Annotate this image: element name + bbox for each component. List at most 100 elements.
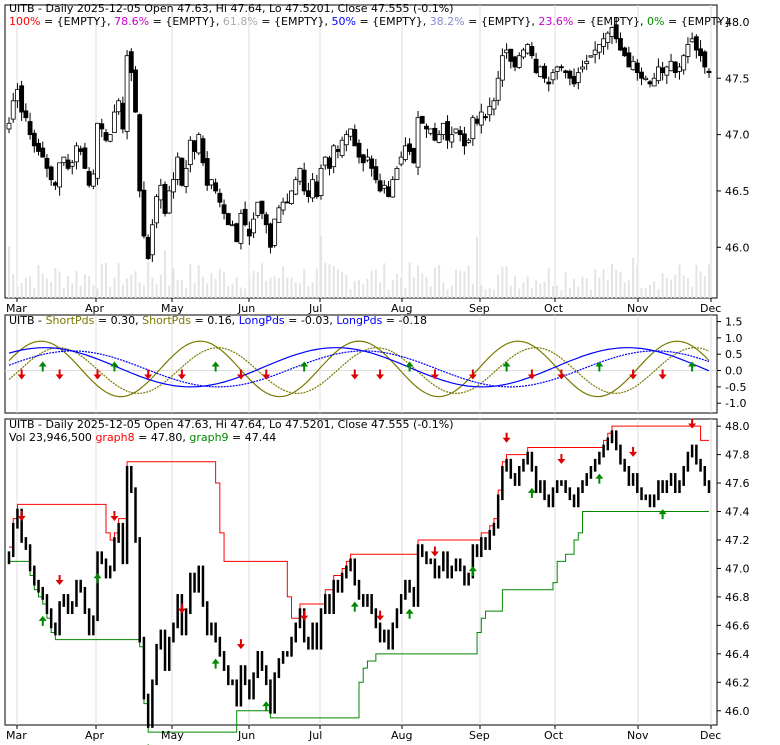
volume-bar	[699, 271, 702, 298]
candle-body	[622, 47, 628, 57]
candle-body	[537, 66, 543, 77]
volume-bar	[210, 273, 213, 298]
price-panel-title: UITB - Daily 2025-12-05 Open 47.63, Hi 4…	[9, 2, 454, 15]
volume-bar	[62, 287, 65, 298]
volume-bar	[568, 287, 571, 298]
volume-bar	[560, 289, 563, 298]
legend-item: ShortPds	[142, 314, 191, 327]
candle-body	[373, 166, 379, 181]
candle-body	[613, 24, 619, 40]
candle-body	[234, 223, 240, 243]
volume-bar	[130, 274, 133, 298]
volume-bar	[298, 283, 301, 298]
volume-bar	[661, 273, 664, 298]
candle-body	[112, 111, 117, 133]
volume-bar	[315, 268, 318, 298]
candle-body	[440, 122, 446, 136]
candle-body	[685, 44, 691, 57]
volume-bar	[273, 276, 276, 298]
volume-bar	[395, 273, 398, 298]
volume-bar	[446, 289, 449, 298]
candle-body	[508, 48, 514, 62]
volume-bar	[362, 283, 365, 298]
x-tick-label: Jun	[237, 729, 255, 742]
down-arrow-icon	[17, 510, 26, 521]
candle-body	[6, 122, 12, 130]
candle-body	[499, 55, 505, 81]
volume-bar	[615, 269, 618, 298]
candle-body	[529, 46, 535, 57]
volume-bar	[185, 287, 188, 298]
volume-bar	[505, 266, 508, 298]
candle-body	[516, 55, 522, 68]
candle-body	[107, 134, 113, 142]
volume-bar	[282, 266, 285, 298]
volume-bar	[24, 277, 27, 298]
candle-body	[65, 159, 71, 169]
volume-bar	[526, 276, 529, 298]
candle-body	[230, 224, 235, 227]
legend-text: UITB - ShortPds = 0.30, ShortPds = 0.16,…	[9, 314, 427, 327]
candle-body	[470, 117, 476, 140]
y-tick-label: 47.0	[725, 129, 750, 142]
volume-bar	[231, 283, 234, 298]
candle-body	[575, 72, 581, 83]
candle-body	[289, 190, 294, 204]
candle-body	[133, 69, 138, 113]
legend-item: graph9	[189, 431, 228, 444]
volume-bar	[573, 278, 576, 298]
down-arrow-icon	[557, 369, 566, 380]
candle-body	[525, 44, 531, 54]
volume-bar	[627, 279, 630, 298]
candle-body	[86, 171, 92, 186]
volume-bar	[16, 286, 19, 298]
volume-bar	[686, 278, 689, 298]
oscillator-panel: 1.5 1.0 0.5 0.0 -0.5 -1.0 UITB - ShortPds = 0.…	[4, 314, 746, 414]
volume-bar	[374, 269, 377, 298]
volume-bar	[189, 264, 192, 298]
volume-panel: 48.0 47.8 47.6 47.4 47.2 47.0 46.8 46.6 46.4 46.2…	[4, 418, 750, 745]
candle-body	[141, 189, 147, 237]
up-arrow-icon	[350, 601, 359, 612]
volume-bar	[530, 288, 533, 298]
volume-bar	[307, 286, 310, 298]
candle-body	[15, 89, 20, 102]
candle-body	[31, 132, 37, 147]
candle-body	[82, 147, 88, 169]
legend-item: = {EMPTY},	[573, 15, 647, 28]
candle-body	[487, 106, 493, 116]
volume-bar	[454, 270, 457, 298]
y-tick-label: 46.8	[725, 591, 750, 604]
candle-body	[272, 218, 278, 246]
volume-bar	[33, 287, 36, 298]
legend-text: Vol 23,946,500 graph8 = 47.80, graph9 = …	[9, 431, 276, 444]
legend-item: = {EMPTY},	[356, 15, 430, 28]
candle-body	[335, 149, 341, 152]
candle-body	[297, 168, 303, 182]
candle-body	[116, 100, 122, 113]
volume-bar	[265, 280, 268, 298]
volume-bar	[311, 282, 314, 298]
x-tick-label: Mar	[6, 302, 27, 315]
volume-bar	[551, 286, 554, 298]
volume-bar	[404, 287, 407, 298]
volume-bar	[547, 267, 550, 298]
up-arrow-icon	[405, 608, 414, 619]
volume-bar	[644, 288, 647, 298]
candle-body	[588, 55, 594, 58]
candle-body	[567, 70, 573, 79]
volume-bar	[92, 285, 95, 298]
volume-bar	[218, 268, 221, 298]
candle-body	[74, 145, 79, 163]
legend-text: 100% = {EMPTY}, 78.6% = {EMPTY}, 61.8% =…	[9, 15, 731, 28]
y-tick-label: 46.0	[725, 705, 750, 718]
candle-body	[639, 71, 644, 79]
volume-bar	[172, 268, 175, 298]
legend-item: graph8	[95, 431, 134, 444]
volume-bar	[75, 271, 78, 298]
volume-bar	[471, 283, 474, 298]
candle-body	[407, 143, 413, 152]
candle-body	[255, 201, 261, 216]
up-arrow-icon	[93, 573, 102, 584]
volume-bar	[433, 267, 436, 298]
